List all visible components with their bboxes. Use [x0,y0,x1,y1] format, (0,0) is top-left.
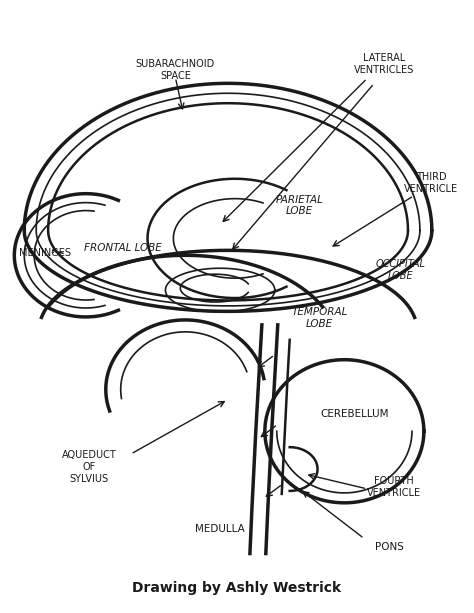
Text: FRONTAL LOBE: FRONTAL LOBE [84,243,162,253]
Text: AQUEDUCT
OF
SYLVIUS: AQUEDUCT OF SYLVIUS [62,451,116,484]
Text: TEMPORAL
LOBE: TEMPORAL LOBE [292,307,348,329]
Text: PARIETAL
LOBE: PARIETAL LOBE [276,195,324,216]
Text: FOURTH
VENTRICLE: FOURTH VENTRICLE [367,476,421,498]
Text: PONS: PONS [374,541,403,552]
Text: MEDULLA: MEDULLA [195,524,245,534]
Text: MENINGES: MENINGES [19,248,71,258]
Text: OCCIPITAL
LOBE: OCCIPITAL LOBE [376,259,426,281]
Text: THIRD
VENTRICLE: THIRD VENTRICLE [404,172,458,194]
Text: LATERAL
VENTRICLES: LATERAL VENTRICLES [354,53,414,75]
Text: SUBARACHNOID
SPACE: SUBARACHNOID SPACE [136,59,215,81]
Text: Drawing by Ashly Westrick: Drawing by Ashly Westrick [132,581,342,595]
Text: CEREBELLUM: CEREBELLUM [320,409,389,419]
